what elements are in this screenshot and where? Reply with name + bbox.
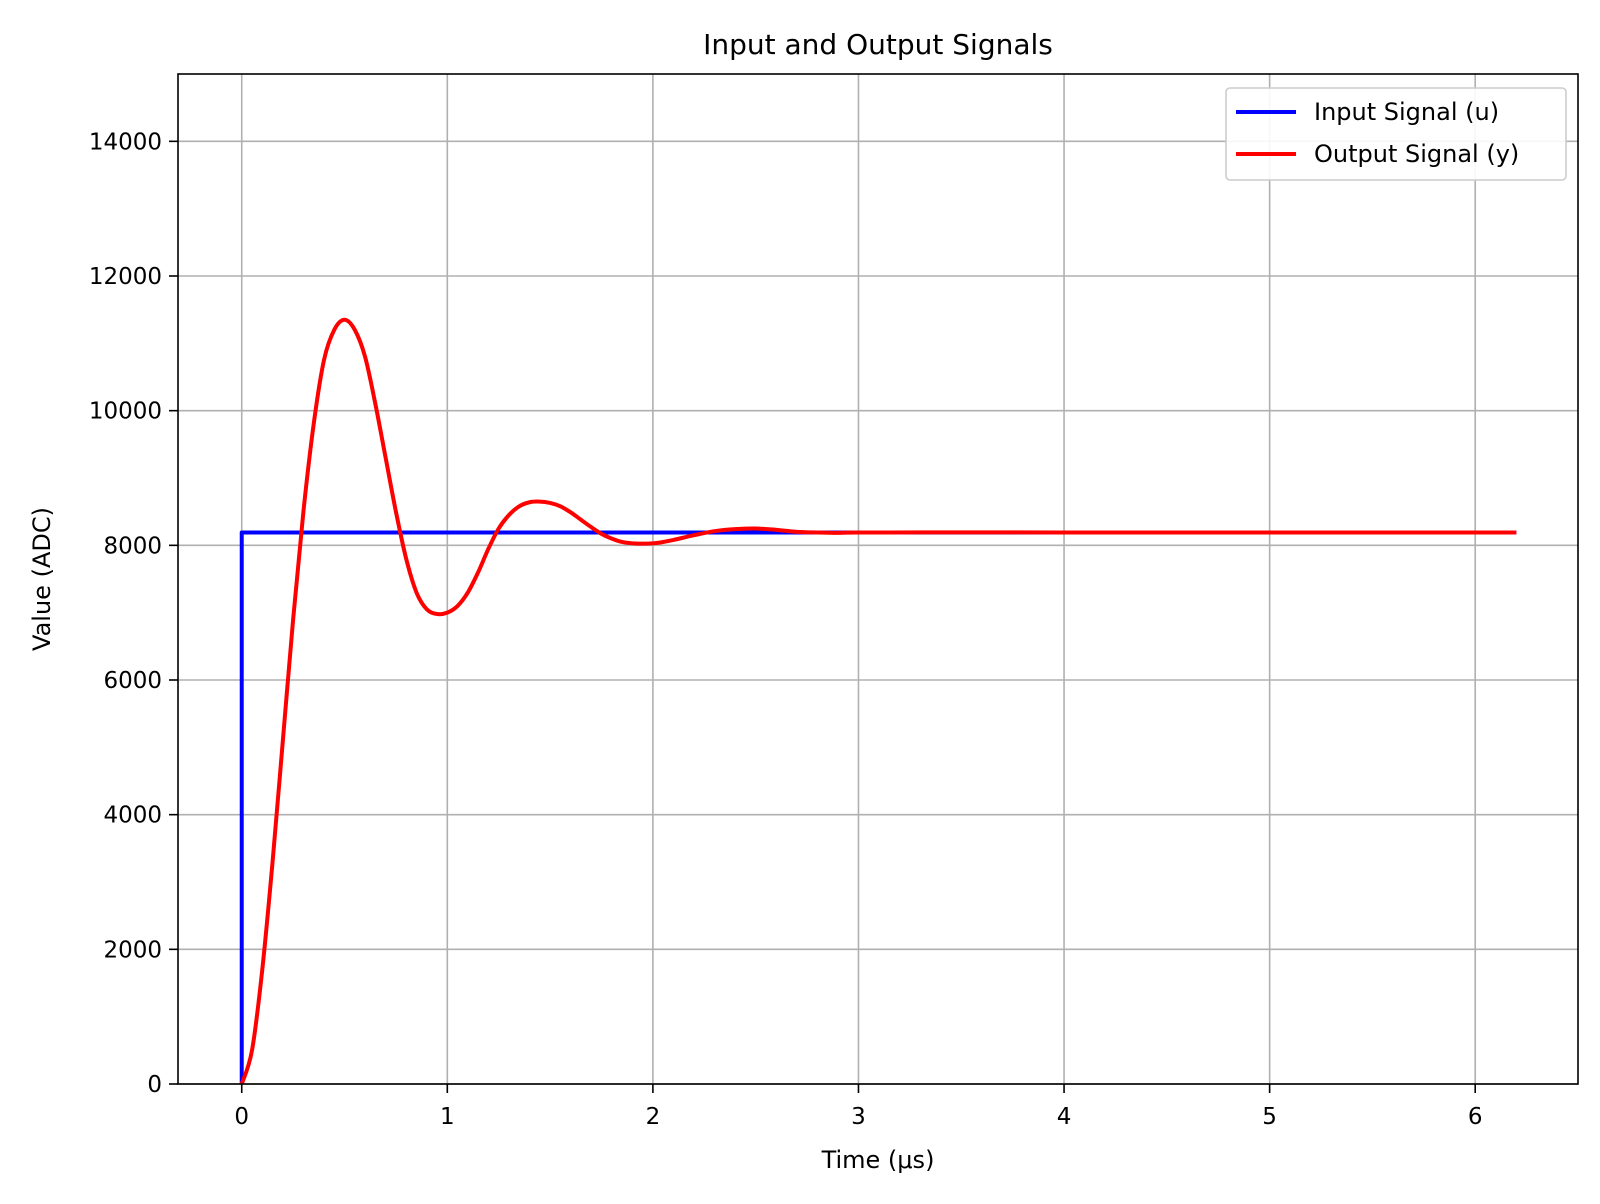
y-tick-label: 0 <box>147 1072 162 1098</box>
y-axis-label: Value (ADC) <box>28 507 56 651</box>
x-tick-label: 1 <box>440 1104 455 1130</box>
legend-box <box>1225 87 1567 181</box>
input-signal-line <box>239 530 1517 1084</box>
y-tick-label: 4000 <box>103 803 162 829</box>
legend: Input Signal (u) Output Signal (y) <box>1225 87 1567 181</box>
plot-frame <box>177 73 1579 1085</box>
x-tick-label: 3 <box>851 1104 866 1130</box>
y-tick-label: 8000 <box>103 533 162 559</box>
y-tick-label: 2000 <box>103 937 162 963</box>
y-tick-label: 10000 <box>89 399 162 425</box>
legend-label: Output Signal (y) <box>1314 140 1519 168</box>
legend-label: Input Signal (u) <box>1314 98 1499 126</box>
axis-ticks: 0 1 2 3 4 5 6 0 2000 4000 6000 8000 10000 12000 14000 <box>89 129 1483 1130</box>
x-tick-label: 5 <box>1262 1104 1277 1130</box>
grid <box>178 74 1578 1085</box>
x-tick-label: 6 <box>1468 1104 1483 1130</box>
x-axis-label: Time (μs) <box>821 1146 935 1174</box>
y-tick-label: 14000 <box>89 129 162 155</box>
x-tick-label: 2 <box>646 1104 661 1130</box>
x-tick-label: 4 <box>1057 1104 1072 1130</box>
x-tick-label: 0 <box>234 1104 249 1130</box>
y-tick-label: 6000 <box>103 668 162 694</box>
output-signal-line <box>239 317 1517 1085</box>
series-lines <box>239 317 1517 1085</box>
y-tick-label: 12000 <box>89 264 162 290</box>
chart-title: Input and Output Signals <box>703 28 1053 61</box>
